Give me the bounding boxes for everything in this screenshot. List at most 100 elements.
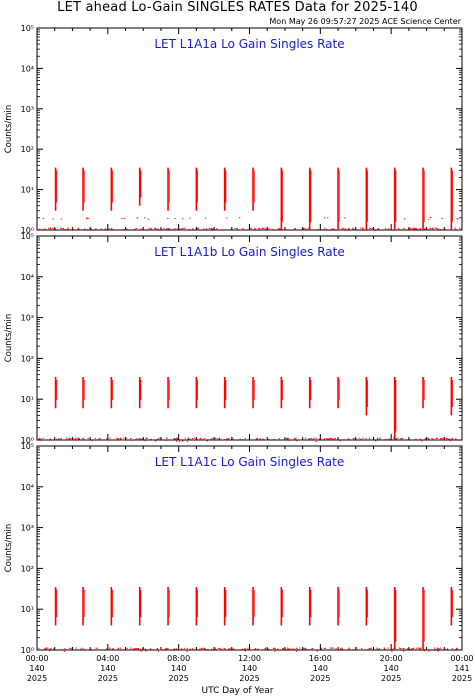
data-point bbox=[415, 647, 418, 649]
data-point bbox=[429, 216, 432, 218]
data-point bbox=[409, 228, 411, 230]
data-point bbox=[189, 648, 191, 650]
data-point bbox=[218, 647, 220, 649]
data-point bbox=[378, 648, 381, 650]
data-point bbox=[282, 648, 284, 650]
data-point bbox=[111, 228, 113, 230]
data-point bbox=[356, 647, 358, 649]
data-point bbox=[130, 647, 132, 649]
data-point bbox=[69, 647, 71, 649]
data-point bbox=[454, 227, 456, 229]
data-point bbox=[287, 648, 289, 650]
data-point bbox=[446, 648, 449, 650]
data-point bbox=[83, 228, 86, 230]
data-point bbox=[393, 437, 395, 439]
panel-title: LET L1A1c Lo Gain Singles Rate bbox=[155, 455, 345, 469]
data-point bbox=[340, 648, 342, 650]
data-point bbox=[144, 217, 146, 219]
data-point bbox=[324, 647, 326, 649]
data-point bbox=[264, 648, 266, 650]
data-point bbox=[323, 217, 326, 219]
y-axis-label: Counts/min bbox=[4, 105, 14, 154]
data-point bbox=[412, 648, 414, 650]
data-point bbox=[391, 650, 393, 652]
data-point bbox=[437, 228, 439, 230]
data-point bbox=[424, 228, 426, 230]
data-point bbox=[371, 227, 374, 229]
data-point bbox=[279, 228, 281, 230]
x-tick-doy: 141 bbox=[454, 664, 469, 673]
data-point bbox=[106, 437, 108, 439]
data-point bbox=[384, 438, 386, 440]
data-point bbox=[272, 647, 275, 649]
panel-title: LET L1A1a Lo Gain Singles Rate bbox=[154, 37, 344, 51]
data-point bbox=[240, 648, 243, 650]
data-point bbox=[251, 649, 253, 651]
data-point bbox=[291, 648, 293, 650]
data-point bbox=[180, 228, 182, 230]
data-point bbox=[419, 228, 421, 230]
data-point bbox=[249, 648, 251, 650]
data-point bbox=[192, 228, 194, 230]
y-tick-label: 10³ bbox=[21, 314, 34, 323]
data-point bbox=[333, 438, 335, 440]
data-point bbox=[232, 648, 234, 650]
data-point bbox=[455, 438, 457, 440]
data-point bbox=[426, 228, 428, 230]
data-point bbox=[423, 650, 426, 652]
data-point bbox=[312, 438, 314, 440]
data-point bbox=[416, 228, 419, 230]
data-point bbox=[332, 647, 334, 649]
panel-frame bbox=[36, 27, 463, 231]
data-point bbox=[369, 227, 371, 229]
data-point bbox=[259, 228, 261, 230]
data-point bbox=[42, 217, 44, 219]
data-point bbox=[342, 227, 344, 229]
data-point bbox=[459, 227, 461, 229]
y-tick-label: 10⁰ bbox=[21, 436, 34, 445]
data-point bbox=[273, 438, 275, 440]
data-point bbox=[156, 647, 159, 649]
data-point bbox=[403, 648, 405, 650]
y-tick-label: 10⁴ bbox=[21, 273, 34, 282]
data-point bbox=[223, 647, 225, 649]
data-point bbox=[362, 228, 364, 230]
data-point bbox=[256, 437, 259, 439]
data-point bbox=[329, 438, 332, 440]
data-point bbox=[177, 228, 179, 230]
data-point bbox=[274, 650, 276, 652]
data-point bbox=[137, 648, 140, 650]
data-point bbox=[319, 438, 321, 440]
data-point bbox=[263, 227, 265, 229]
data-point bbox=[44, 648, 46, 650]
data-point bbox=[369, 647, 371, 649]
data-point bbox=[302, 227, 304, 229]
data-point bbox=[451, 437, 453, 439]
data-point bbox=[220, 648, 222, 650]
data-point bbox=[264, 228, 267, 230]
data-point bbox=[49, 228, 51, 230]
data-point bbox=[200, 437, 202, 439]
data-point bbox=[121, 228, 123, 230]
x-tick-time: 00:00 bbox=[450, 654, 473, 663]
data-point bbox=[418, 647, 420, 649]
data-point bbox=[164, 648, 166, 650]
data-point bbox=[330, 228, 333, 230]
data-point bbox=[307, 228, 309, 230]
data-point bbox=[397, 437, 399, 439]
data-point bbox=[316, 650, 318, 652]
data-point bbox=[249, 227, 251, 229]
data-point bbox=[295, 437, 297, 439]
data-point bbox=[60, 437, 62, 439]
data-point bbox=[429, 228, 431, 230]
data-point bbox=[348, 648, 350, 650]
data-point bbox=[78, 227, 80, 229]
data-point bbox=[188, 438, 190, 440]
data-point bbox=[420, 647, 422, 649]
data-point bbox=[195, 437, 197, 439]
data-point bbox=[264, 647, 267, 649]
data-point bbox=[71, 227, 74, 229]
data-point bbox=[211, 438, 213, 440]
data-point bbox=[148, 227, 150, 229]
data-point bbox=[135, 227, 137, 229]
